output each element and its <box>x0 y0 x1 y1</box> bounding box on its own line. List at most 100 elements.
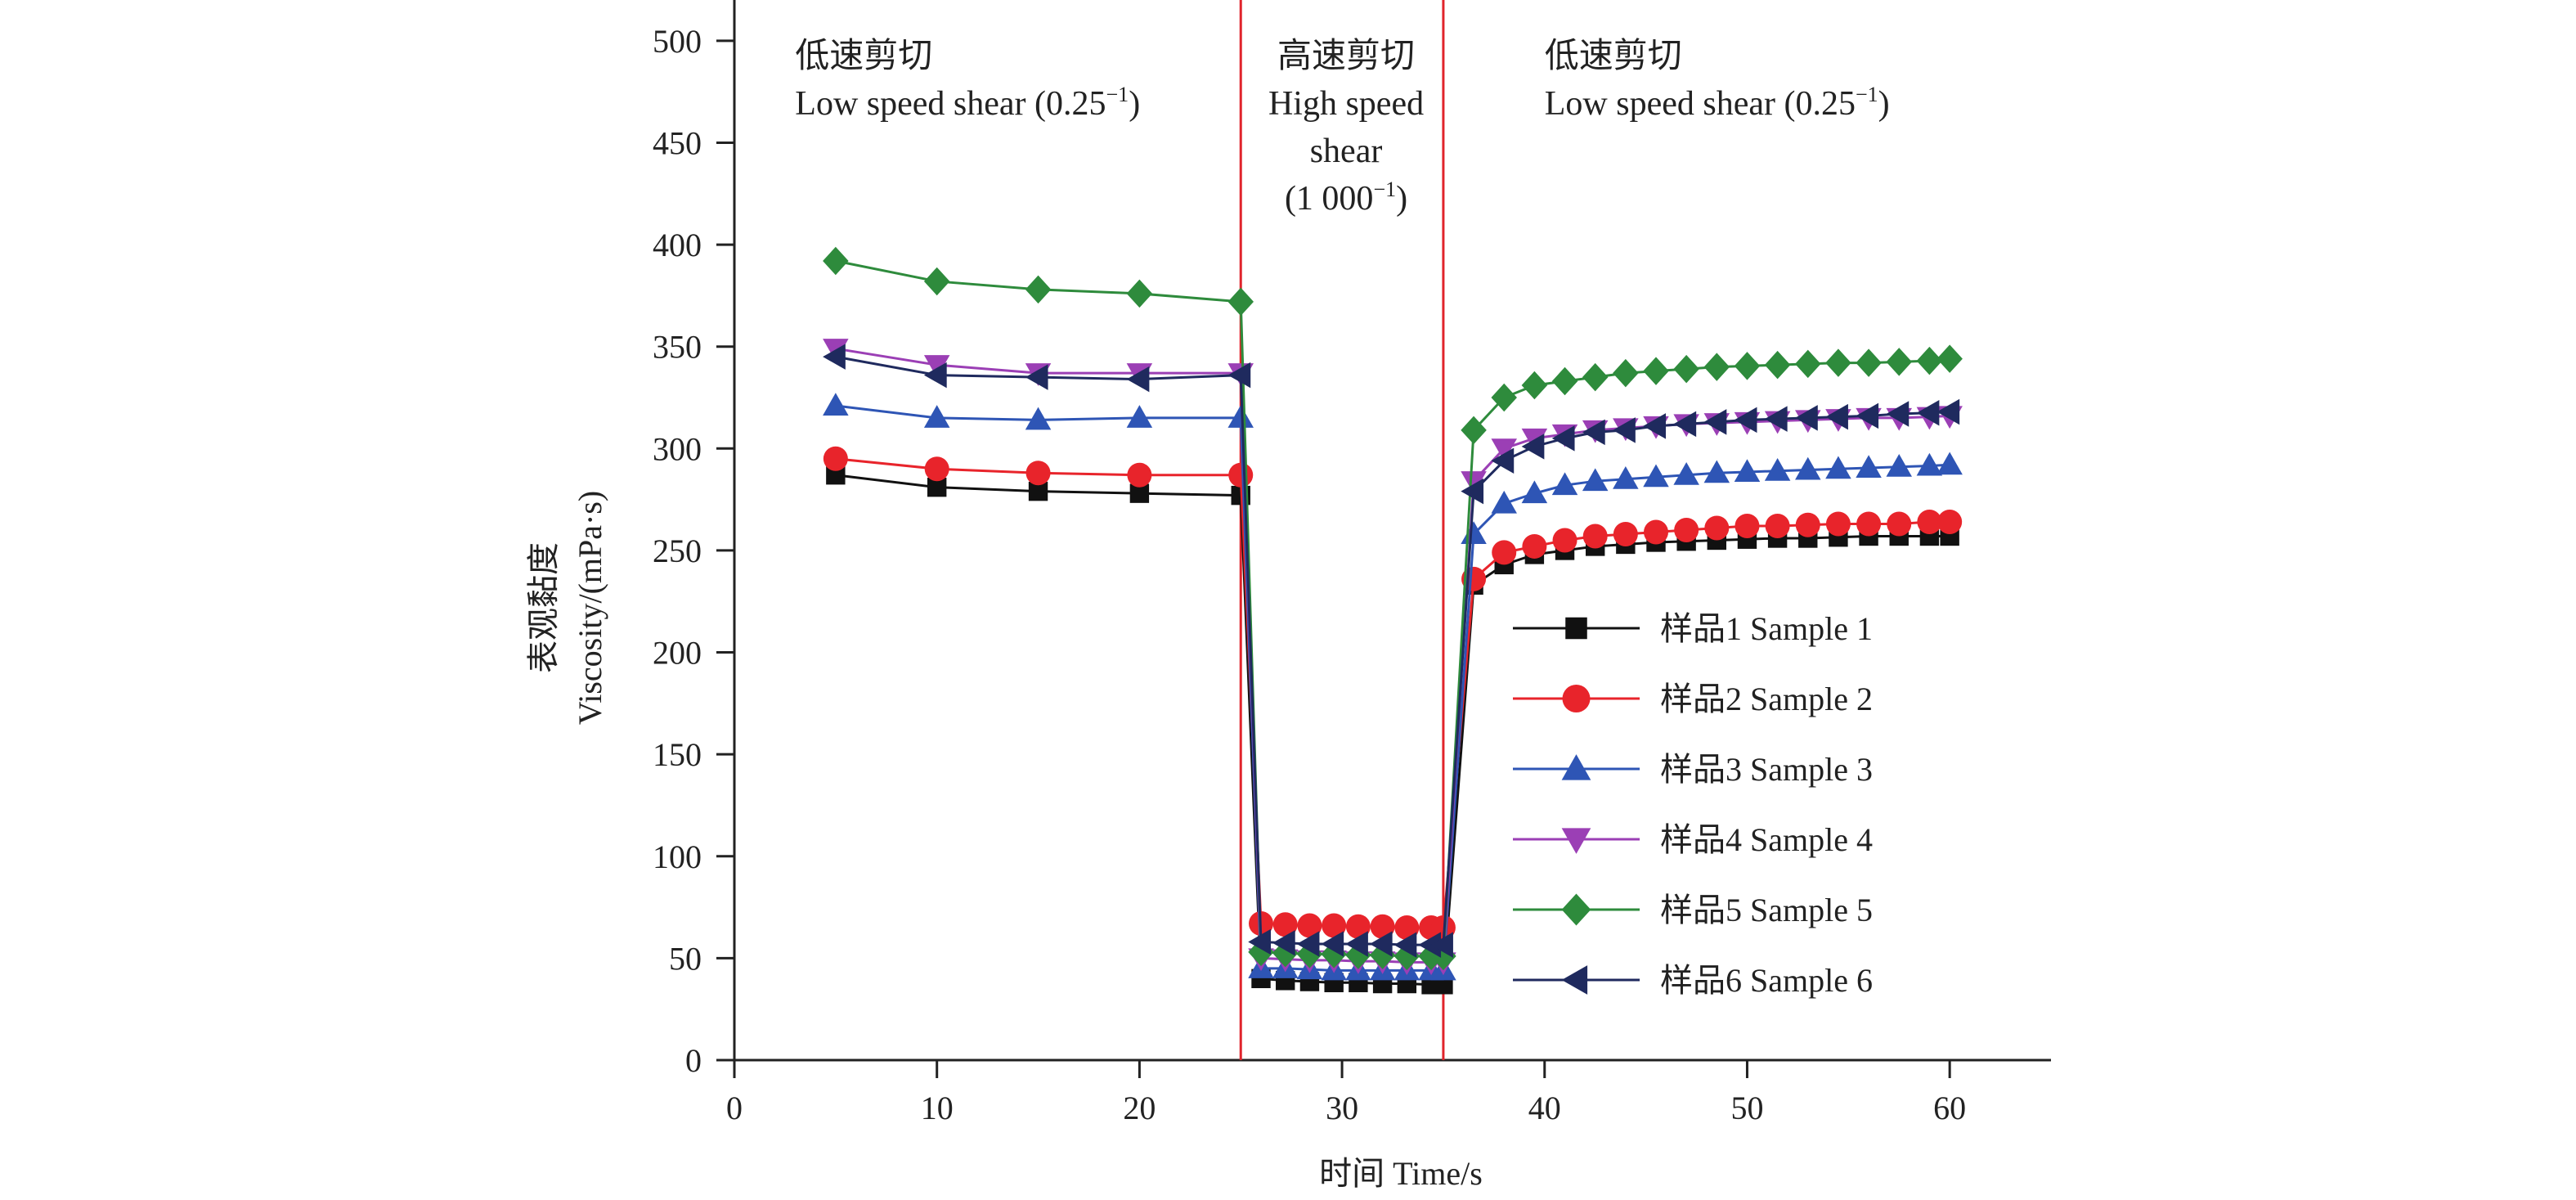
y-tick-label: 50 <box>669 940 702 977</box>
shear-annotations: 低速剪切 Low speed shear (0.25−1) 高速剪切 High spe… <box>795 38 1889 218</box>
annotation-high-line: 高速剪切 <box>1277 38 1415 75</box>
series-5 <box>823 246 1963 971</box>
series-4 <box>823 339 1963 976</box>
legend-marker <box>1562 685 1591 712</box>
y-tick-label: 250 <box>653 533 702 569</box>
axes: 0 50 100 150 200 250 300 350 400 450 500 0 10 20 30 40 5… <box>653 0 2051 1126</box>
annotation-text: 高速剪切 <box>1277 38 1415 75</box>
series-5-point <box>1856 348 1882 377</box>
series-5-point <box>1673 354 1699 384</box>
series-1-point <box>1129 483 1150 503</box>
legend-marker <box>1561 893 1591 926</box>
legend-label: 样品4 Sample 4 <box>1660 821 1873 858</box>
annotation-text: 低速剪切 <box>1545 38 1682 75</box>
series-2-point <box>1582 524 1608 549</box>
series-6-point <box>1673 411 1697 438</box>
series-5-point <box>1227 287 1254 317</box>
series-2-point <box>1127 462 1152 488</box>
series-6-point <box>1886 401 1910 427</box>
series-6-point <box>1551 425 1575 452</box>
legend-label: 样品2 Sample 2 <box>1660 681 1873 717</box>
shear-boundary-lines <box>1239 0 1445 1060</box>
annotation-low2-line: Low speed shear (0.25−1) <box>1545 83 1890 123</box>
x-tick-label: 60 <box>1933 1090 1966 1126</box>
series-5-point <box>1886 348 1912 376</box>
series-6-point <box>1393 932 1417 958</box>
legend: 样品1 Sample 1 样品2 Sample 2 样品3 Sample 3 样品4 … <box>1513 610 1873 999</box>
y-tick-label: 400 <box>653 227 702 263</box>
series-6 <box>823 344 1960 958</box>
series-2-point <box>1937 510 1963 535</box>
y-axis-title-cn: 表观黏度 <box>525 542 562 673</box>
series-6-point <box>1369 931 1393 957</box>
series-5-point <box>1916 346 1943 375</box>
series-3-point <box>1916 452 1943 476</box>
x-tick-label: 30 <box>1326 1090 1358 1126</box>
series-4-point <box>923 355 950 378</box>
legend-marker <box>1561 828 1591 854</box>
legend-entry-2: 样品2 Sample 2 <box>1513 681 1873 717</box>
series-3-point <box>1227 405 1254 428</box>
series-3-point <box>1491 490 1517 514</box>
series-5-point <box>1936 344 1963 373</box>
y-tick-label: 500 <box>653 23 702 60</box>
series-6-point <box>1936 398 1960 425</box>
series-5-point <box>1551 366 1578 396</box>
annotation-text: (1 000 <box>1285 180 1374 218</box>
y-tick-label: 450 <box>653 124 702 161</box>
series-2-point <box>1492 540 1517 565</box>
series-5-point <box>1764 350 1791 380</box>
legend-entry-3: 样品3 Sample 3 <box>1513 751 1873 788</box>
annotation-low2-line: 低速剪切 <box>1545 38 1682 75</box>
series-group <box>823 246 1963 995</box>
series-3-point <box>1734 459 1761 482</box>
series-6-point <box>1227 362 1251 389</box>
series-3-point <box>823 393 849 416</box>
annotation-text: High speed <box>1268 85 1424 123</box>
series-6-point <box>1795 405 1818 431</box>
series-2-point <box>924 456 949 482</box>
series-6-point <box>1856 402 1879 429</box>
series-6-point <box>1272 929 1295 956</box>
series-2-point <box>1887 511 1912 537</box>
series-2-point <box>1552 528 1577 553</box>
legend-entry-1: 样品1 Sample 1 <box>1513 610 1873 647</box>
x-tick-label: 0 <box>726 1090 743 1126</box>
annotation-text: ) <box>1878 85 1890 123</box>
series-6-point <box>1613 417 1636 443</box>
series-3-point <box>1795 456 1821 480</box>
annotation-text: 低速剪切 <box>795 38 932 75</box>
series-1-point <box>826 465 846 485</box>
legend-entry-6: 样品6 Sample 6 <box>1513 962 1873 999</box>
annotation-low1-line: 低速剪切 <box>795 38 932 75</box>
annotation-superscript: −1 <box>1106 83 1129 106</box>
series-5-point <box>1795 349 1821 379</box>
legend-entry-4: 样品4 Sample 4 <box>1513 821 1873 858</box>
series-3-point <box>1856 455 1882 478</box>
series-6-point <box>1345 931 1368 957</box>
y-axis-title-en: Viscosity/(mPa·s) <box>572 491 608 725</box>
legend-label: 样品3 Sample 3 <box>1660 751 1873 788</box>
series-2-point <box>1522 533 1547 559</box>
annotation-text: ) <box>1396 180 1407 218</box>
series-2-point <box>1856 511 1882 537</box>
series-3-point <box>1582 468 1609 492</box>
y-tick-label: 300 <box>653 430 702 467</box>
x-tick-label: 10 <box>921 1090 954 1126</box>
series-6-point <box>1430 932 1453 958</box>
series-5-point <box>1461 416 1487 445</box>
series-4-line <box>835 347 1950 964</box>
series-5-point <box>923 267 950 296</box>
series-6-point <box>1025 364 1048 390</box>
series-2-point <box>1322 913 1347 938</box>
series-6-point <box>1916 399 1940 426</box>
series-6-point <box>1643 413 1666 439</box>
annotation-text: shear <box>1310 133 1383 170</box>
series-6-point <box>1126 366 1150 393</box>
series-3-point <box>1673 461 1699 485</box>
series-3-point <box>1613 465 1639 489</box>
legend-label: 样品1 Sample 1 <box>1660 610 1873 647</box>
series-5-point <box>1126 279 1153 308</box>
series-2-point <box>1674 518 1699 542</box>
